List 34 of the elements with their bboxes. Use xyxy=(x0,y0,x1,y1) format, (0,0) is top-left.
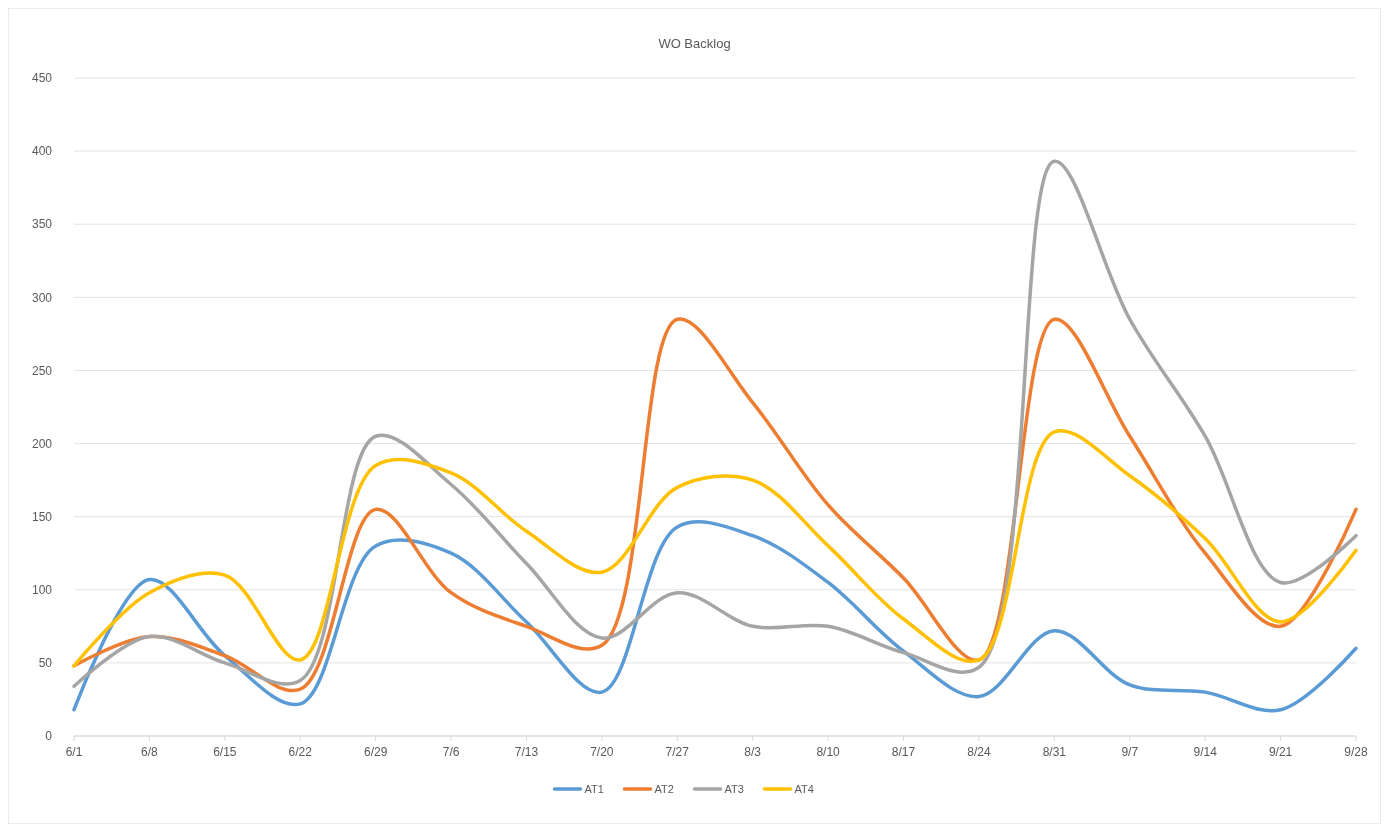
x-tick-label: 9/14 xyxy=(1193,745,1218,759)
x-tick-label: 6/22 xyxy=(288,745,313,759)
x-tick-label: 6/1 xyxy=(65,745,83,759)
x-tick-label: 7/6 xyxy=(442,745,460,759)
legend-label: AT1 xyxy=(584,782,604,795)
y-tick-label: 0 xyxy=(45,729,53,744)
x-tick-label: 9/7 xyxy=(1121,745,1139,759)
x-tick-label: 8/10 xyxy=(816,745,841,759)
y-tick-label: 100 xyxy=(31,582,53,597)
x-tick-label: 9/21 xyxy=(1268,745,1293,759)
x-tick-label: 6/15 xyxy=(213,745,237,759)
x-tick-label: 8/3 xyxy=(744,745,762,759)
x-tick-label: 8/17 xyxy=(891,745,916,759)
legend-label: AT3 xyxy=(724,782,744,795)
line-series xyxy=(72,159,1358,689)
y-tick-label: 200 xyxy=(31,436,53,451)
y-tick-label: 250 xyxy=(31,363,53,378)
x-tick-label: 7/27 xyxy=(665,745,690,759)
y-tick-label: 400 xyxy=(31,144,53,159)
x-tick-label: 7/13 xyxy=(514,745,539,759)
legend-label: AT2 xyxy=(654,782,674,795)
x-tick-label: 6/29 xyxy=(363,745,388,759)
y-tick-label: 300 xyxy=(31,290,53,305)
x-tick-label: 9/28 xyxy=(1344,745,1368,759)
chart-title: WO Backlog xyxy=(658,36,731,51)
y-tick-label: 450 xyxy=(31,71,53,86)
y-tick-label: 350 xyxy=(31,217,53,232)
x-tick-label: 6/8 xyxy=(141,745,159,759)
x-tick-label: 7/20 xyxy=(590,745,614,759)
y-tick-label: 150 xyxy=(31,509,53,524)
y-tick-label: 50 xyxy=(38,656,53,671)
legend-label: AT4 xyxy=(794,782,814,795)
x-tick-label: 8/24 xyxy=(967,745,991,759)
x-tick-label: 8/31 xyxy=(1042,745,1067,759)
